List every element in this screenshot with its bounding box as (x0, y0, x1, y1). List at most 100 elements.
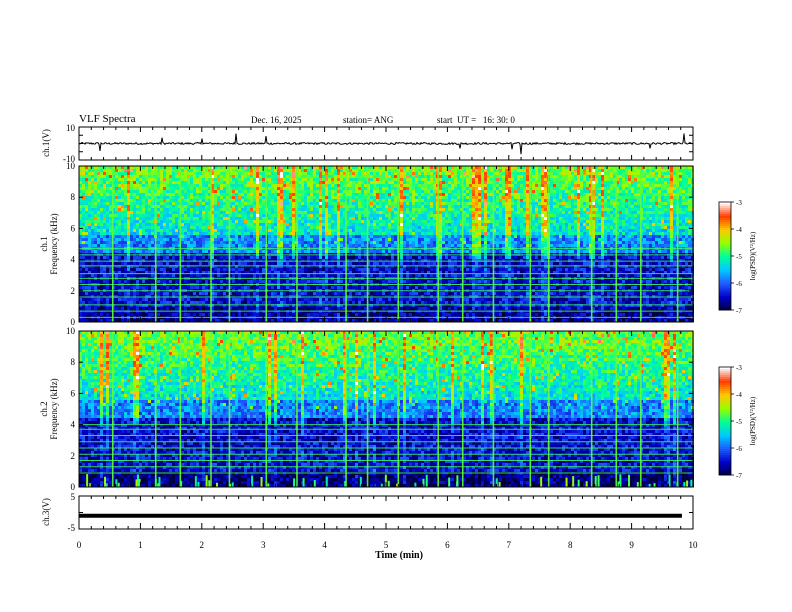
spectrogram-cell (355, 214, 358, 217)
spectrogram-cell (241, 205, 244, 208)
spectrogram-cell (322, 259, 325, 262)
spectrogram-cell (133, 202, 136, 205)
spectrogram-cell (250, 259, 253, 262)
spectrogram-cell (118, 259, 121, 262)
spectrogram-cell (292, 184, 295, 187)
spectrogram-cell (172, 226, 175, 229)
spectrogram-cell (109, 220, 112, 223)
spectrogram-cell (139, 259, 142, 262)
spectrogram-cell (277, 199, 280, 202)
spectrogram-cell (157, 244, 160, 247)
vlf-figure: 10 -10 ch.1(V) 0246810 ch.1 Frequency (k… (0, 0, 792, 612)
spectrogram-cell (262, 178, 265, 181)
spectrogram-cell (187, 193, 190, 196)
spectrogram-cell (139, 193, 142, 196)
spectrogram-cell (160, 298, 163, 301)
spectrogram-cell (244, 220, 247, 223)
spectrogram-cell (310, 256, 313, 259)
spectrogram-cell (286, 196, 289, 199)
spectrogram-cell (310, 262, 313, 265)
spectrogram-cell (280, 184, 283, 187)
spectrogram-cell (121, 199, 124, 202)
spectrogram-cell (241, 310, 244, 313)
spectrogram-cell (307, 235, 310, 238)
spectrogram-cell (136, 175, 139, 178)
spectrogram-cell (82, 190, 85, 193)
spectrogram-cell (340, 181, 343, 184)
spectrogram-cell (160, 274, 163, 277)
spectrogram-cell (316, 202, 319, 205)
spectrogram-cell (250, 286, 253, 289)
spectrogram-cell (133, 244, 136, 247)
spectrogram-cell (217, 223, 220, 226)
spectrogram-cell (259, 244, 262, 247)
spectrogram-cell (127, 298, 130, 301)
spectrogram-cell (340, 280, 343, 283)
spectrogram-cell (202, 241, 205, 244)
spectrogram-cell (325, 199, 328, 202)
spectrogram-cell (274, 259, 277, 262)
spectrogram-cell (151, 217, 154, 220)
spectrogram-cell (172, 202, 175, 205)
spectrogram-cell (169, 199, 172, 202)
spectrogram-cell (214, 262, 217, 265)
spectrogram-cell (181, 175, 184, 178)
spectrogram-cell (85, 250, 88, 253)
spectrogram-cell (235, 169, 238, 172)
spectrogram-cell (241, 202, 244, 205)
spectrogram-cell (196, 241, 199, 244)
spectrogram-cell (118, 169, 121, 172)
spectrogram-cell (175, 250, 178, 253)
spectrogram-cell (310, 193, 313, 196)
spectrogram-cell (199, 235, 202, 238)
spectrogram-cell (334, 307, 337, 310)
spectrogram-cell (82, 193, 85, 196)
spectrogram-cell (166, 184, 169, 187)
spectrogram-cell (97, 205, 100, 208)
spectrogram-cell (157, 268, 160, 271)
spectrogram-cell (145, 205, 148, 208)
spectrogram-cell (226, 235, 229, 238)
spectrogram-cell (310, 208, 313, 211)
spectrogram-cell (292, 199, 295, 202)
spectrogram-cell (304, 214, 307, 217)
spectrogram-cell (163, 202, 166, 205)
spectrogram-cell (109, 214, 112, 217)
spectrogram-cell (331, 310, 334, 313)
spectrogram-cell (193, 280, 196, 283)
spectrogram-cell (226, 193, 229, 196)
spectrogram-cell (109, 190, 112, 193)
spectrogram-cell (82, 301, 85, 304)
spectrogram-cell (238, 244, 241, 247)
spectrogram-cell (337, 181, 340, 184)
spectrogram-cell (283, 235, 286, 238)
spectrogram-cell (319, 205, 322, 208)
spectrogram-cell (286, 310, 289, 313)
spectrogram-cell (172, 307, 175, 310)
spectrogram-cell (313, 211, 316, 214)
spectrogram-cell (352, 181, 355, 184)
spectrogram-cell (307, 202, 310, 205)
spectrogram-cell (232, 178, 235, 181)
spectrogram-cell (277, 232, 280, 235)
spectrogram-cell (82, 211, 85, 214)
spectrogram-cell (337, 274, 340, 277)
spectrogram-cell (124, 229, 127, 232)
spectrogram-cell (277, 268, 280, 271)
spectrogram-cell (331, 217, 334, 220)
spectrogram-cell (115, 208, 118, 211)
spectrogram-cell (238, 241, 241, 244)
spectrogram-cell (82, 178, 85, 181)
spectrogram-cell (250, 181, 253, 184)
spectrogram-cell (352, 301, 355, 304)
spectrogram-cell (280, 175, 283, 178)
spectrogram-cell (340, 193, 343, 196)
spectrogram-cell (280, 220, 283, 223)
spectrogram-cell (262, 184, 265, 187)
spectrogram-cell (133, 229, 136, 232)
spectrogram-cell (244, 259, 247, 262)
spectrogram-cell (97, 196, 100, 199)
spectrogram-cell (139, 232, 142, 235)
spectrogram-cell (190, 184, 193, 187)
spectrogram-cell (241, 274, 244, 277)
